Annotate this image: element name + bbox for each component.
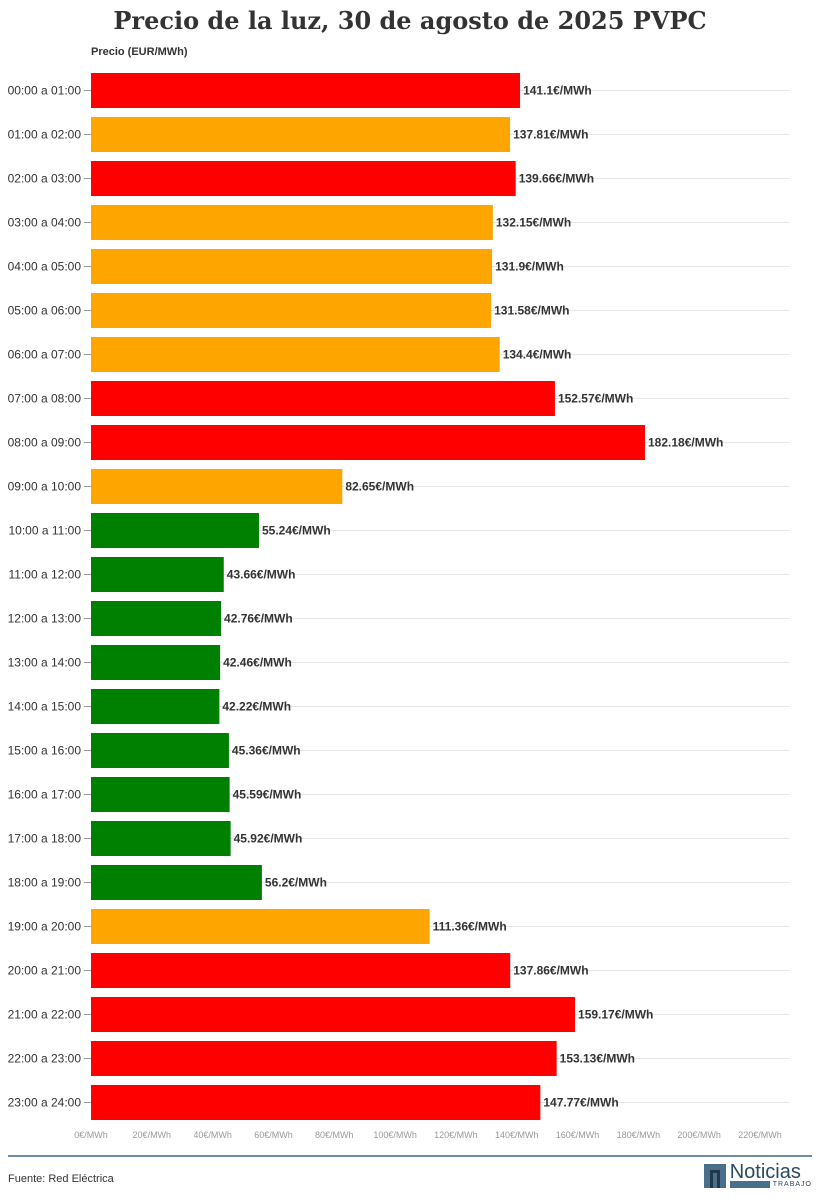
chart-title: Precio de la luz, 30 de agosto de 2025 P…	[113, 6, 707, 35]
footer-divider	[8, 1155, 812, 1157]
x-tick-label: 120€/MWh	[434, 1130, 478, 1140]
data-label: 45.36€/MWh	[232, 744, 301, 758]
y-tick-label: 11:00 a 12:00	[8, 568, 81, 582]
bar	[91, 733, 229, 768]
data-label: 42.76€/MWh	[224, 612, 293, 626]
bar	[91, 689, 220, 724]
bar	[91, 601, 222, 636]
x-tick-label: 40€/MWh	[193, 1130, 232, 1140]
bar	[91, 645, 221, 680]
data-label: 141.1€/MWh	[523, 84, 592, 98]
y-tick-label: 06:00 a 07:00	[8, 348, 82, 362]
y-tick-label: 19:00 a 20:00	[8, 920, 82, 934]
data-label: 137.86€/MWh	[513, 964, 588, 978]
data-label: 45.92€/MWh	[234, 832, 303, 846]
x-tick-label: 80€/MWh	[315, 1130, 354, 1140]
data-label: 55.24€/MWh	[262, 524, 331, 538]
y-tick-label: 20:00 a 21:00	[8, 964, 82, 978]
x-tick-label: 160€/MWh	[556, 1130, 600, 1140]
data-label: 153.13€/MWh	[560, 1052, 635, 1066]
y-tick-label: 18:00 a 19:00	[8, 876, 82, 890]
data-label: 56.2€/MWh	[265, 876, 327, 890]
data-label: 139.66€/MWh	[519, 172, 594, 186]
data-label: 132.15€/MWh	[496, 216, 571, 230]
bar-chart: 00:00 a 01:00 141.1€/MWh 01:00 a 02:00 137.…	[8, 73, 790, 1140]
logo-text: Noticias	[729, 1161, 801, 1183]
y-tick-label: 01:00 a 02:00	[8, 128, 82, 142]
y-tick-label: 22:00 a 23:00	[8, 1052, 82, 1066]
y-tick-label: 09:00 a 10:00	[8, 480, 82, 494]
y-tick-label: 07:00 a 08:00	[8, 392, 82, 406]
bar	[91, 953, 511, 988]
y-tick-label: 23:00 a 24:00	[8, 1096, 82, 1110]
x-tick-label: 0€/MWh	[74, 1130, 108, 1140]
bar	[91, 1085, 541, 1120]
bar	[91, 249, 493, 284]
bar	[91, 821, 231, 856]
bar	[91, 469, 343, 504]
data-label: 131.58€/MWh	[494, 304, 569, 318]
data-label: 134.4€/MWh	[503, 348, 572, 362]
bar	[91, 117, 511, 152]
source-note: Fuente: Red Eléctrica	[8, 1173, 114, 1185]
bar	[91, 1041, 557, 1076]
y-tick-label: 05:00 a 06:00	[8, 304, 82, 318]
logo-icon	[703, 1163, 726, 1188]
y-tick-label: 04:00 a 05:00	[8, 260, 82, 274]
x-tick-label: 60€/MWh	[254, 1130, 293, 1140]
bar	[91, 293, 492, 328]
data-label: 131.9€/MWh	[495, 260, 564, 274]
bar	[91, 381, 555, 416]
x-tick-label: 100€/MWh	[373, 1130, 417, 1140]
bar	[91, 777, 230, 812]
bar	[91, 205, 493, 240]
bar	[91, 425, 645, 460]
data-label: 42.22€/MWh	[222, 700, 291, 714]
x-tick-label: 220€/MWh	[738, 1130, 782, 1140]
x-tick-label: 140€/MWh	[495, 1130, 539, 1140]
y-tick-label: 14:00 a 15:00	[8, 700, 82, 714]
bar	[91, 865, 262, 900]
data-label: 111.36€/MWh	[433, 920, 507, 934]
y-tick-label: 15:00 a 16:00	[8, 744, 82, 758]
x-tick-label: 180€/MWh	[617, 1130, 661, 1140]
noticias-trabajo-logo: Noticias TRABAJO	[703, 1161, 812, 1188]
y-tick-label: 03:00 a 04:00	[8, 216, 82, 230]
y-tick-label: 08:00 a 09:00	[8, 436, 82, 450]
data-label: 159.17€/MWh	[578, 1008, 653, 1022]
axis-label: Precio (EUR/MWh)	[91, 46, 188, 58]
bar	[91, 337, 500, 372]
y-tick-label: 12:00 a 13:00	[8, 612, 82, 626]
bar	[91, 997, 576, 1032]
data-label: 82.65€/MWh	[345, 480, 414, 494]
data-label: 147.77€/MWh	[543, 1096, 618, 1110]
x-tick-label: 20€/MWh	[133, 1130, 172, 1140]
y-tick-label: 16:00 a 17:00	[8, 788, 82, 802]
x-tick-label: 200€/MWh	[677, 1130, 721, 1140]
y-tick-label: 13:00 a 14:00	[8, 656, 82, 670]
data-label: 137.81€/MWh	[513, 128, 588, 142]
bar	[91, 909, 430, 944]
y-tick-label: 21:00 a 22:00	[8, 1008, 82, 1022]
logo-subtext: TRABAJO	[729, 1181, 812, 1188]
bar	[91, 513, 259, 548]
y-tick-label: 00:00 a 01:00	[8, 84, 82, 98]
bar	[91, 73, 521, 108]
bar	[91, 557, 224, 592]
data-label: 182.18€/MWh	[648, 436, 723, 450]
y-tick-label: 10:00 a 11:00	[8, 524, 81, 538]
data-label: 152.57€/MWh	[558, 392, 633, 406]
bar	[91, 161, 516, 196]
y-tick-label: 17:00 a 18:00	[8, 832, 82, 846]
data-label: 43.66€/MWh	[227, 568, 296, 582]
y-tick-label: 02:00 a 03:00	[8, 172, 82, 186]
data-label: 42.46€/MWh	[223, 656, 292, 670]
data-label: 45.59€/MWh	[233, 788, 302, 802]
